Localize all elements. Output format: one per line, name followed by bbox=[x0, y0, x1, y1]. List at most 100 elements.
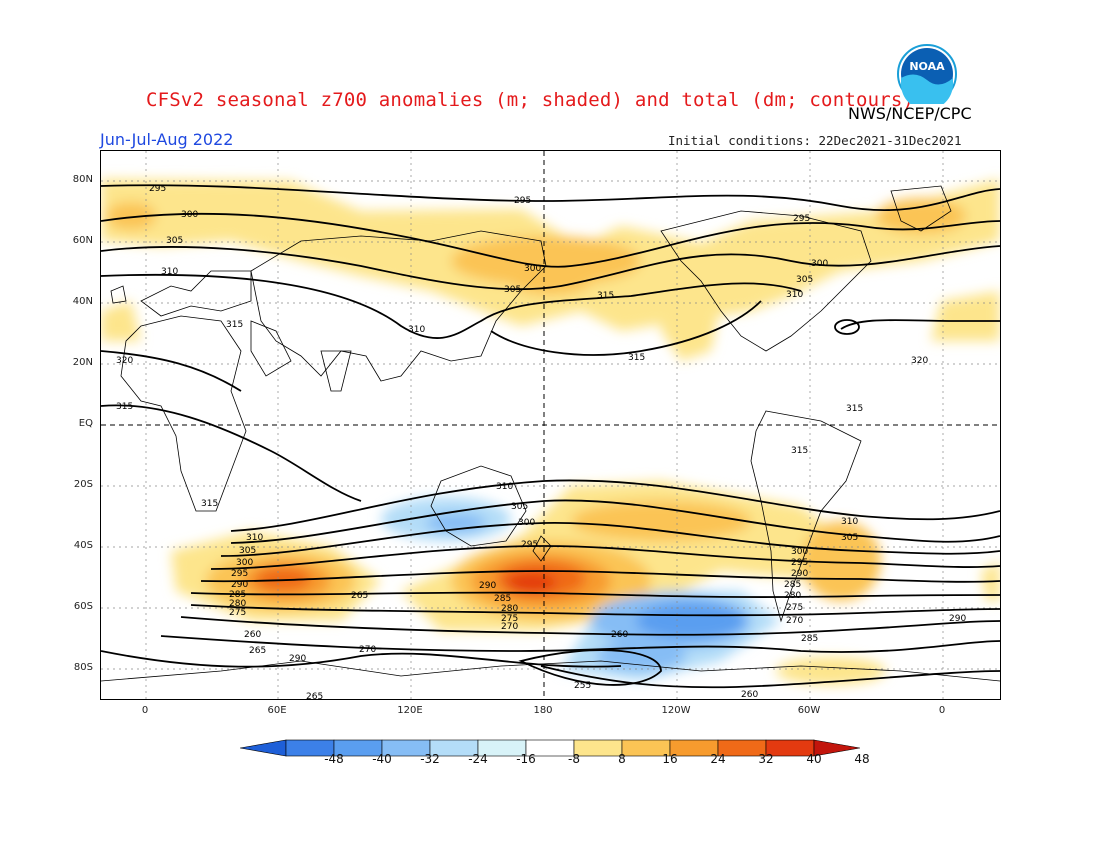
chart-title: CFSv2 seasonal z700 anomalies (m; shaded… bbox=[146, 89, 915, 111]
contour-label: 295 bbox=[521, 540, 538, 550]
contour-label: 320 bbox=[116, 356, 133, 366]
lon-label: 0 bbox=[141, 705, 149, 716]
lon-label: 180 bbox=[533, 705, 553, 716]
contour-label: 305 bbox=[796, 275, 813, 285]
colorbar-tick-label: -8 bbox=[568, 752, 580, 766]
lon-label: 60E bbox=[267, 705, 287, 716]
contour-label: 300 bbox=[524, 264, 541, 274]
contour-label: 260 bbox=[741, 690, 758, 699]
contour-label: 310 bbox=[496, 482, 513, 492]
contour-label: 265 bbox=[249, 646, 266, 656]
contour-label: 305 bbox=[504, 285, 521, 295]
contour-label: 275 bbox=[229, 608, 246, 618]
anomaly-map: 295 295 295 300 300 300 305 305 305 310 … bbox=[101, 151, 1000, 699]
colorbar-tick-label: -32 bbox=[420, 752, 440, 766]
contour-label: 270 bbox=[786, 616, 803, 626]
height-contours bbox=[101, 184, 1000, 689]
colorbar bbox=[240, 739, 860, 757]
contour-label: 295 bbox=[793, 214, 810, 224]
contour-label: 320 bbox=[911, 356, 928, 366]
contour-label: 285 bbox=[494, 594, 511, 604]
noaa-logo-icon: NOAA bbox=[897, 44, 957, 104]
contour-label: 300 bbox=[791, 547, 808, 557]
contour-label: 285 bbox=[784, 580, 801, 590]
contour-label: 275 bbox=[501, 614, 518, 624]
contour-label: 305 bbox=[841, 533, 858, 543]
contour-label: 315 bbox=[201, 499, 218, 509]
contour-label: 300 bbox=[181, 210, 198, 220]
lat-label: 60S bbox=[73, 601, 93, 612]
contour-label: 280 bbox=[501, 604, 518, 614]
contour-label: 315 bbox=[597, 291, 614, 301]
contour-label: 275 bbox=[786, 603, 803, 613]
colorbar-tick-label: 40 bbox=[806, 752, 822, 766]
equator-dateline bbox=[101, 151, 1000, 699]
lat-label: 80N bbox=[72, 174, 93, 185]
contour-label: 260 bbox=[244, 630, 261, 640]
colorbar-tick-label: -24 bbox=[468, 752, 488, 766]
contour-label: 295 bbox=[231, 569, 248, 579]
contour-label: 315 bbox=[791, 446, 808, 456]
contour-label: 305 bbox=[166, 236, 183, 246]
contour-label: 270 bbox=[359, 645, 376, 655]
contour-labels: 295 295 295 300 300 300 305 305 305 310 … bbox=[116, 184, 966, 699]
logo-text: NOAA bbox=[909, 60, 945, 73]
colorbar-tick-label: 48 bbox=[854, 752, 870, 766]
colorbar-tick-label: -40 bbox=[372, 752, 392, 766]
contour-label: 310 bbox=[408, 325, 425, 335]
contour-label: 300 bbox=[811, 259, 828, 269]
lat-label: 40S bbox=[73, 540, 93, 551]
contour-label: 310 bbox=[161, 267, 178, 277]
initial-conditions-label: Initial conditions: 22Dec2021-31Dec2021 bbox=[668, 133, 962, 148]
lat-label: 60N bbox=[72, 235, 93, 246]
contour-label: 315 bbox=[628, 353, 645, 363]
contour-label: 265 bbox=[351, 591, 368, 601]
contour-label: 315 bbox=[846, 404, 863, 414]
contour-label: 305 bbox=[511, 502, 528, 512]
contour-label: 315 bbox=[116, 402, 133, 412]
contour-label: 295 bbox=[149, 184, 166, 194]
lon-label: 120E bbox=[397, 705, 423, 716]
contour-label: 310 bbox=[841, 517, 858, 527]
colorbar-tick-label: -48 bbox=[324, 752, 344, 766]
contour-label: 280 bbox=[784, 591, 801, 601]
contour-label: 295 bbox=[791, 558, 808, 568]
contour-label: 270 bbox=[501, 622, 518, 632]
lon-label: 120W bbox=[661, 705, 691, 716]
contour-label: 260 bbox=[611, 630, 628, 640]
contour-label: 290 bbox=[479, 581, 496, 591]
contour-label: 265 bbox=[306, 692, 323, 699]
contour-label: 295 bbox=[514, 196, 531, 206]
colorbar-tick-label: 16 bbox=[662, 752, 678, 766]
contour-label: 290 bbox=[289, 654, 306, 664]
season-label: Jun-Jul-Aug 2022 bbox=[100, 130, 234, 149]
contour-label: 310 bbox=[786, 290, 803, 300]
contour-label: 255 bbox=[574, 681, 591, 691]
contour-label: 290 bbox=[791, 569, 808, 579]
contour-label: 315 bbox=[226, 320, 243, 330]
colorbar-tick-label: 8 bbox=[618, 752, 626, 766]
contour-label: 300 bbox=[236, 558, 253, 568]
lat-label: EQ bbox=[78, 418, 93, 429]
colorbar-tick-label: -16 bbox=[516, 752, 536, 766]
lat-label: 80S bbox=[73, 662, 93, 673]
contour-label: 285 bbox=[229, 590, 246, 600]
map-panel: 295 295 295 300 300 300 305 305 305 310 … bbox=[100, 150, 1001, 700]
lat-label: 20N bbox=[72, 357, 93, 368]
contour-label: 300 bbox=[518, 518, 535, 528]
colorbar-swatch bbox=[813, 739, 860, 757]
lon-label: 0 bbox=[938, 705, 946, 716]
lat-label: 20S bbox=[73, 479, 93, 490]
colorbar-swatch bbox=[240, 739, 287, 757]
contour-label: 280 bbox=[229, 599, 246, 609]
contour-label: 305 bbox=[239, 546, 256, 556]
lon-label: 60W bbox=[797, 705, 821, 716]
contour-label: 285 bbox=[801, 634, 818, 644]
contour-label: 290 bbox=[949, 614, 966, 624]
colorbar-tick-label: 32 bbox=[758, 752, 774, 766]
contour-label: 310 bbox=[246, 533, 263, 543]
contour-label: 290 bbox=[231, 580, 248, 590]
agency-label: NWS/NCEP/CPC bbox=[848, 104, 972, 123]
colorbar-tick-label: 24 bbox=[710, 752, 726, 766]
lat-label: 40N bbox=[72, 296, 93, 307]
